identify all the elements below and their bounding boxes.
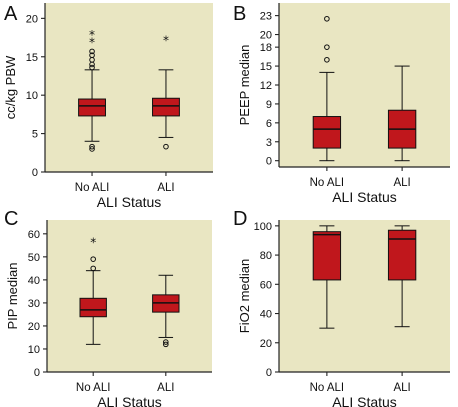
outlier-point	[90, 256, 96, 262]
outlier-point	[324, 15, 330, 22]
outlier-point	[324, 56, 330, 63]
boxplot-ali	[387, 225, 417, 328]
iqr-box	[78, 98, 106, 117]
x-tick-label: ALI	[393, 177, 410, 189]
boxplot-ali: *	[152, 33, 180, 150]
boxplot-no-ali	[312, 225, 342, 329]
y-tick-label: 20	[28, 321, 40, 333]
panel-letter: B	[233, 3, 246, 25]
panel-letter: A	[4, 3, 18, 25]
y-tick-label: 6	[266, 118, 272, 130]
x-tick-label: No ALI	[76, 382, 111, 394]
y-tick-label: 60	[260, 279, 272, 291]
x-tick-label: No ALI	[310, 177, 345, 189]
y-axis-title: cc/kg PBW	[3, 55, 18, 119]
y-tick-label: 50	[28, 252, 40, 264]
y-tick-label: 5	[32, 129, 38, 141]
y-tick-label: 12	[260, 80, 272, 92]
y-tick-label: 40	[260, 309, 272, 321]
iqr-box	[312, 231, 342, 281]
outlier-point	[89, 64, 95, 71]
y-tick-label: 3	[266, 137, 272, 149]
outlier-point	[163, 143, 169, 150]
x-tick-label: ALI	[157, 182, 174, 194]
y-tick-label: 0	[266, 156, 272, 168]
outlier-point	[89, 48, 95, 55]
y-tick-label: 18	[260, 42, 272, 54]
y-tick-label: 100	[254, 221, 272, 233]
outlier-point	[324, 44, 330, 50]
x-tick-label: No ALI	[310, 382, 345, 394]
iqr-box	[387, 229, 417, 281]
y-tick-label: 0	[34, 367, 40, 379]
y-tick-label: 80	[260, 250, 272, 262]
x-axis-title: ALI Status	[97, 194, 162, 210]
y-tick-label: 60	[28, 229, 40, 241]
boxplot-no-ali: **	[78, 28, 106, 152]
y-tick-label: 40	[28, 275, 40, 287]
x-tick-label: No ALI	[75, 182, 110, 194]
panel-letter: C	[4, 208, 18, 230]
y-tick-label: 20	[260, 30, 272, 42]
boxplot-ali	[387, 65, 417, 162]
iqr-box	[152, 97, 180, 117]
outlier-point	[89, 146, 95, 152]
y-tick-label: 9	[266, 99, 272, 111]
y-axis-title: PIP median	[5, 263, 20, 330]
plot-background	[47, 220, 212, 372]
extreme-outlier-star: *	[163, 33, 169, 47]
outlier-point	[89, 143, 95, 150]
x-axis-title: ALI Status	[332, 394, 397, 407]
extreme-outlier-star: *	[90, 236, 96, 250]
x-tick-label: ALI	[157, 382, 174, 394]
boxplot-no-ali: *	[79, 236, 107, 345]
iqr-box	[79, 297, 107, 318]
y-tick-label: 15	[260, 61, 272, 73]
y-tick-label: 23	[260, 11, 272, 23]
y-axis-title: FiO2 median	[237, 259, 252, 333]
plot-background	[279, 220, 450, 372]
x-tick-label: ALI	[393, 382, 410, 394]
boxplot-no-ali	[312, 15, 342, 162]
x-axis-title: ALI Status	[332, 189, 397, 205]
y-tick-label: 15	[26, 52, 38, 64]
y-tick-label: 10	[26, 90, 38, 102]
x-axis-title: ALI Status	[97, 394, 162, 407]
plot-background	[45, 3, 213, 172]
extreme-outlier-star: *	[89, 36, 95, 50]
y-axis-title: PEEP median	[237, 45, 252, 126]
panel-letter: D	[233, 208, 247, 230]
y-tick-label: 10	[28, 344, 40, 356]
y-tick-label: 20	[26, 13, 38, 25]
y-tick-label: 0	[266, 367, 272, 379]
y-tick-label: 20	[260, 338, 272, 350]
iqr-box	[312, 116, 342, 149]
outlier-point	[163, 339, 169, 345]
outlier-point	[163, 341, 169, 348]
extreme-outlier-star: *	[89, 28, 95, 42]
y-tick-label: 0	[32, 167, 38, 179]
plot-background	[279, 3, 450, 167]
outlier-point	[90, 265, 96, 272]
y-tick-label: 30	[28, 298, 40, 310]
outlier-point	[89, 52, 95, 59]
boxplot-ali	[152, 274, 180, 348]
